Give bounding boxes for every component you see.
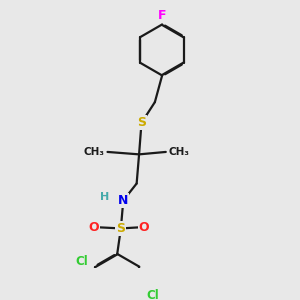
Text: CH₃: CH₃: [169, 147, 190, 157]
Text: O: O: [139, 221, 149, 234]
Text: O: O: [89, 221, 100, 234]
Text: S: S: [116, 222, 125, 235]
Text: CH₃: CH₃: [84, 147, 105, 157]
Text: H: H: [100, 192, 110, 202]
Text: N: N: [118, 194, 128, 207]
Text: F: F: [158, 10, 167, 22]
Text: Cl: Cl: [146, 289, 159, 300]
Text: S: S: [137, 116, 146, 129]
Text: Cl: Cl: [75, 255, 88, 268]
